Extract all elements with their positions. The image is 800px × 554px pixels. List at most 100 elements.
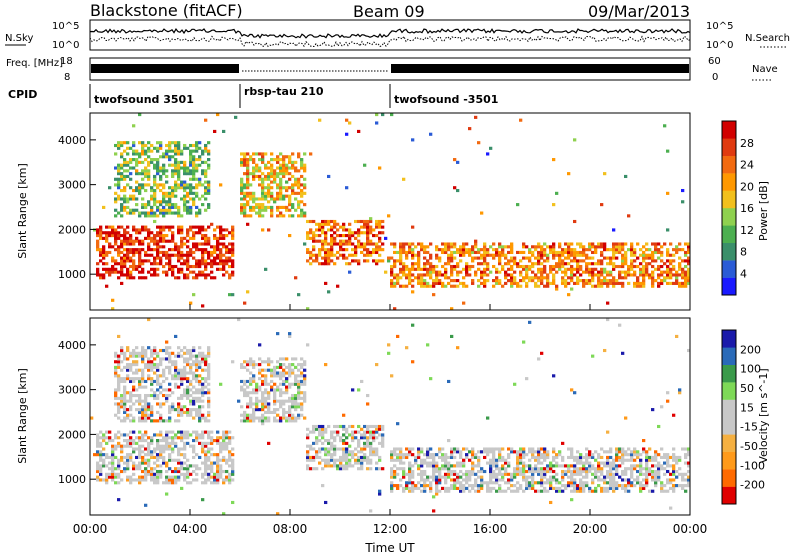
heatmap-cell xyxy=(369,217,373,221)
heatmap-cell xyxy=(684,264,688,269)
heatmap-cell xyxy=(180,236,184,240)
heatmap-cell xyxy=(177,351,181,355)
heatmap-cell xyxy=(105,270,109,274)
heatmap-cell xyxy=(165,262,169,266)
heatmap-cell xyxy=(438,279,442,283)
heatmap-cell xyxy=(330,430,334,434)
heatmap-cell xyxy=(267,393,271,398)
heatmap-cell xyxy=(534,464,538,468)
heatmap-cell xyxy=(162,186,166,190)
heatmap-cell xyxy=(141,405,145,409)
heatmap-cell xyxy=(135,399,139,403)
heatmap-cell xyxy=(573,250,577,255)
heatmap-cell xyxy=(618,484,622,488)
heatmap-cell xyxy=(420,447,424,451)
heatmap-cell xyxy=(513,262,517,266)
heatmap-cell xyxy=(276,388,280,392)
heatmap-cell xyxy=(168,186,172,190)
heatmap-cell xyxy=(171,458,175,462)
heatmap-cell xyxy=(666,191,670,195)
heatmap-cell xyxy=(192,293,196,297)
heatmap-cell xyxy=(246,166,250,170)
heatmap-cell xyxy=(657,467,661,471)
heatmap-cell xyxy=(429,267,433,271)
heatmap-cell xyxy=(489,478,493,482)
heatmap-cell xyxy=(264,197,268,201)
heatmap-cell xyxy=(129,208,133,212)
heatmap-cell xyxy=(102,256,106,260)
heatmap-cell xyxy=(195,191,199,195)
heatmap-cell xyxy=(366,248,370,252)
heatmap-cell xyxy=(150,205,154,209)
heatmap-cell xyxy=(120,163,124,167)
heatmap-cell xyxy=(606,279,610,283)
heatmap-cell xyxy=(150,368,154,372)
heatmap-cell xyxy=(411,267,415,271)
heatmap-cell xyxy=(174,363,178,367)
heatmap-cell xyxy=(384,270,388,274)
heatmap-cell xyxy=(420,475,424,479)
heatmap-cell xyxy=(408,481,412,485)
heatmap-cell xyxy=(546,245,550,249)
heatmap-cell xyxy=(141,410,145,414)
heatmap-cell xyxy=(573,458,577,462)
heatmap-cell xyxy=(117,262,121,266)
heatmap-cell xyxy=(495,250,499,255)
heatmap-cell xyxy=(591,472,595,476)
heatmap-cell xyxy=(222,481,226,485)
heatmap-cell xyxy=(201,160,205,164)
heatmap-cell xyxy=(519,447,523,451)
heatmap-cell xyxy=(489,469,493,474)
heatmap-cell xyxy=(213,234,217,238)
heatmap-cell xyxy=(177,430,181,434)
heatmap-cell xyxy=(186,467,190,471)
heatmap-cell xyxy=(654,248,658,252)
heatmap-cell xyxy=(429,489,433,493)
heatmap-cell xyxy=(513,270,517,274)
heatmap-cell xyxy=(171,377,175,381)
heatmap-cell xyxy=(510,276,514,280)
heatmap-cell xyxy=(636,453,640,457)
heatmap-cell xyxy=(174,253,178,257)
heatmap-cell xyxy=(291,191,295,195)
heatmap-cell xyxy=(186,458,190,462)
heatmap-cell xyxy=(285,388,289,392)
heatmap-cell xyxy=(147,155,151,159)
heatmap-cell xyxy=(624,259,628,263)
heatmap-cell xyxy=(186,348,190,353)
heatmap-cell xyxy=(390,486,394,490)
heatmap-cell xyxy=(147,413,151,417)
heatmap-cell xyxy=(555,464,559,468)
heatmap-cell xyxy=(453,256,457,260)
heatmap-cell xyxy=(330,441,334,445)
heatmap-cell xyxy=(120,469,124,474)
heatmap-cell xyxy=(630,469,634,474)
heatmap-cell xyxy=(339,467,343,471)
heatmap-cell xyxy=(672,253,676,257)
heatmap-cell xyxy=(417,256,421,260)
heatmap-cell xyxy=(177,461,181,465)
heatmap-cell xyxy=(147,214,151,218)
heatmap-cell xyxy=(168,410,172,414)
heatmap-cell xyxy=(156,262,160,266)
heatmap-cell xyxy=(645,461,649,465)
heatmap-cell xyxy=(117,276,121,280)
heatmap-cell xyxy=(183,436,187,440)
heatmap-cell xyxy=(114,455,118,460)
heatmap-cell xyxy=(129,379,133,384)
heatmap-cell xyxy=(159,200,163,204)
heatmap-cell xyxy=(510,284,514,288)
heatmap-cell xyxy=(258,388,262,392)
heatmap-cell xyxy=(651,475,655,479)
heatmap-cell xyxy=(483,481,487,485)
heatmap-cell xyxy=(630,458,634,462)
heatmap-cell xyxy=(345,234,349,238)
heatmap-cell xyxy=(471,248,475,252)
heatmap-cell xyxy=(201,351,205,355)
colorbar-tick-label: 16 xyxy=(740,202,754,215)
heatmap-cell xyxy=(219,228,223,232)
heatmap-cell xyxy=(345,239,349,243)
heatmap-cell xyxy=(276,174,280,179)
heatmap-cell xyxy=(321,222,325,226)
